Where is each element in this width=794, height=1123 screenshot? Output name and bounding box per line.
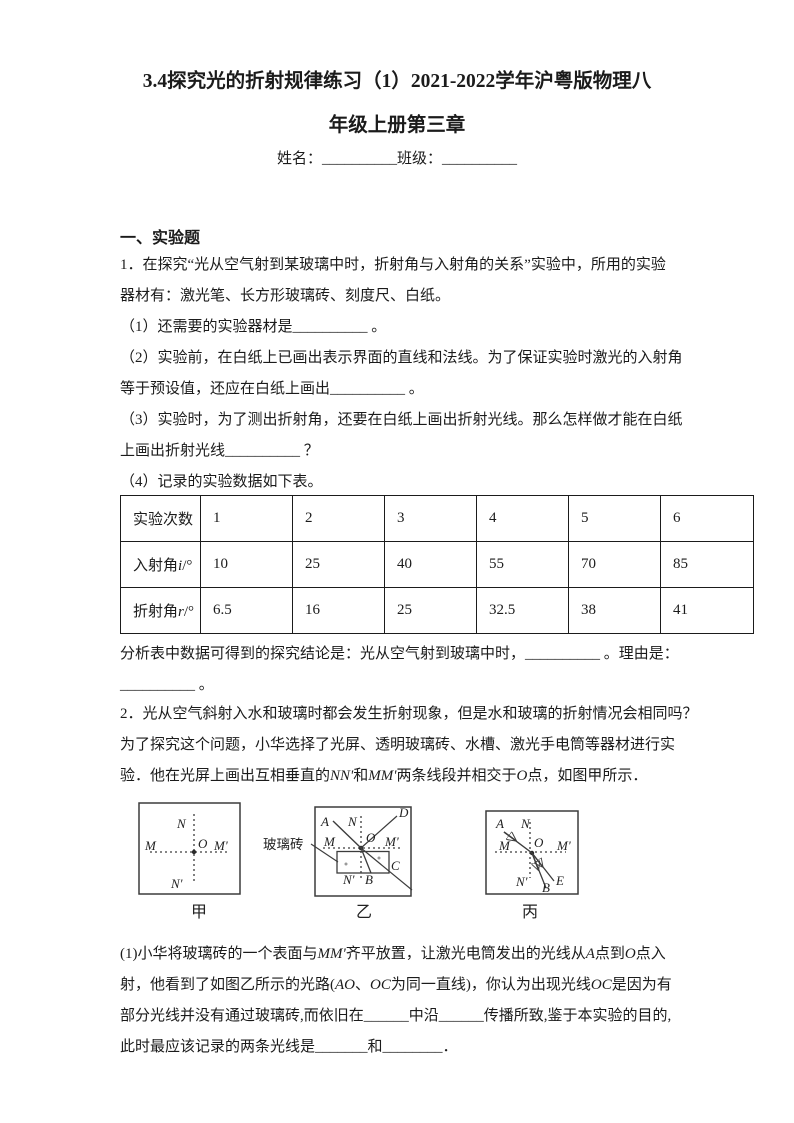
label-M-prime: M' (556, 838, 571, 853)
question-2-line: 验．他在光屏上画出互相垂直的NN'和MM'两条线段并相交于O点，如图甲所示． (120, 768, 648, 784)
glass-brick-label: 玻璃砖 (263, 836, 304, 852)
label-A: A (495, 816, 504, 831)
label-N: N (347, 814, 358, 829)
label-N-prime: N' (342, 872, 355, 887)
figure-bing: A N M O M' N' E B 丙 (485, 810, 579, 921)
table-cell: 1 (200, 495, 293, 542)
label-E: E (555, 873, 564, 888)
question-1-blank-line: 上画出折射光线__________ ？ (120, 443, 319, 459)
question-1-line: （2）实验前，在白纸上已画出表示界面的直线和法线。为了保证实验时激光的入射角 (120, 350, 683, 366)
question-1-line: （3）实验时，为了测出折射角，还要在白纸上画出折射光线。那么怎样做才能在白纸 (120, 412, 683, 428)
table-cell: 5 (568, 495, 661, 542)
ray-OB (531, 852, 547, 889)
table-row-trial: 实验次数 1 2 3 4 5 6 (120, 495, 754, 542)
page-title-line1: 3.4探究光的折射规律练习（1）2021-2022学年沪粤版物理八 (142, 71, 652, 92)
label-M: M (498, 838, 511, 853)
experiment-data-table: 实验次数 1 2 3 4 5 6 入射角i/° 10 25 40 55 70 8… (120, 495, 754, 634)
optics-diagrams: N M O M' N' 甲 玻璃砖 A N D M O (138, 802, 579, 921)
label-N: N (176, 816, 187, 831)
conclusion-blank-line: __________ 。 (120, 677, 214, 693)
label-N-prime: N' (515, 874, 528, 889)
table-cell: 2 (292, 495, 385, 542)
table-cell: 32.5 (476, 587, 569, 634)
figure-jia: N M O M' N' 甲 (138, 802, 241, 921)
table-cell: 10 (200, 541, 293, 588)
label-B: B (365, 872, 373, 887)
question-1-line: 1．在探究“光从空气射到某玻璃中时，折射角与入射角的关系”实验中，所用的实验 (120, 257, 666, 273)
label-M: M (144, 838, 157, 853)
label-O: O (198, 836, 208, 851)
glass-brick-pointer-line (310, 843, 339, 863)
screen-border (138, 802, 241, 895)
question-2-line: 2．光从空气斜射入水和玻璃时都会发生折射现象，但是水和玻璃的折射情况会相同吗？ (120, 706, 698, 722)
screen-border (485, 810, 579, 895)
point-O-dot (191, 849, 197, 855)
label-A: A (320, 814, 329, 829)
label-M-prime: M' (213, 838, 228, 853)
conclusion-line: 分析表中数据可得到的探究结论是：光从空气射到玻璃中时，__________ 。理… (120, 646, 679, 662)
incident-ray-AO (503, 831, 533, 854)
caption-bing: 丙 (522, 904, 538, 921)
question-2-part-1: (1)小华将玻璃砖的一个表面与MM'齐平放置，让激光电筒发出的光线从A点到O点入… (120, 939, 672, 1063)
part-1-line: (1)小华将玻璃砖的一个表面与MM'齐平放置，让激光电筒发出的光线从A点到O点入 (120, 946, 666, 962)
table-row-refraction-angle: 折射角r/° 6.5 16 25 32.5 38 41 (120, 587, 754, 634)
table-cell: 6 (660, 495, 754, 542)
question-1-line: 器材有：激光笔、长方形玻璃砖、刻度尺、白纸。 (120, 288, 451, 304)
question-2-line: 为了探究这个问题，小华选择了光屏、透明玻璃砖、水槽、激光手电筒等器材进行实 (120, 737, 676, 753)
screen-border (314, 806, 412, 897)
reflected-ray-OD (360, 815, 398, 849)
label-N: N (520, 816, 531, 831)
refracted-ray-OB (360, 847, 372, 874)
label-B: B (542, 880, 550, 895)
table-cell: 55 (476, 541, 569, 588)
table-cell: 入射角i/° (120, 541, 201, 588)
ray-OC (360, 847, 413, 891)
ray-OE (531, 852, 555, 882)
table-cell: 25 (384, 587, 477, 634)
caption-yi: 乙 (356, 904, 372, 921)
table-cell: 41 (660, 587, 754, 634)
table-cell: 3 (384, 495, 477, 542)
table-cell: 70 (568, 541, 661, 588)
question-2: 2．光从空气斜射入水和玻璃时都会发生折射现象，但是水和玻璃的折射情况会相同吗？ … (120, 699, 698, 792)
label-O: O (366, 830, 376, 845)
caption-jia: 甲 (191, 904, 207, 921)
table-cell: 4 (476, 495, 569, 542)
question-1-blank-line: 等于预设值，还应在白纸上画出__________ 。 (120, 381, 424, 397)
table-row-incidence-angle: 入射角i/° 10 25 40 55 70 85 (120, 541, 754, 588)
question-1-line: （4）记录的实验数据如下表。 (120, 474, 323, 490)
label-M-prime: M' (384, 834, 399, 849)
question-1: 1．在探究“光从空气射到某玻璃中时，折射角与入射角的关系”实验中，所用的实验 器… (120, 250, 683, 498)
glass-mark (377, 856, 381, 860)
table-cell: 折射角r/° (120, 587, 201, 634)
label-O: O (534, 835, 544, 850)
incident-ray-AO (332, 820, 362, 849)
section-heading: 一、实验题 (120, 230, 201, 247)
name-class-line: 姓名：__________班级：__________ (276, 151, 517, 167)
question-1-blank-line: （1）还需要的实验器材是__________ 。 (120, 319, 387, 335)
label-C: C (391, 858, 400, 873)
table-cell: 85 (660, 541, 754, 588)
part-1-blank-line: 此时最应该记录的两条光线是_______和________． (120, 1039, 458, 1055)
table-cell: 实验次数 (120, 495, 201, 542)
table-cell: 38 (568, 587, 661, 634)
part-1-blank-line: 部分光线并没有通过玻璃砖,而依旧在______中沿______传播所致,鉴于本实… (120, 1008, 672, 1024)
label-M: M (323, 834, 336, 849)
label-N-prime: N' (170, 876, 183, 891)
glass-mark (344, 862, 348, 866)
table-cell: 40 (384, 541, 477, 588)
conclusion-text: 分析表中数据可得到的探究结论是：光从空气射到玻璃中时，__________ 。理… (120, 639, 679, 701)
page-title-line2: 年级上册第三章 (328, 115, 466, 136)
table-cell: 16 (292, 587, 385, 634)
table-cell: 6.5 (200, 587, 293, 634)
figure-yi: 玻璃砖 A N D M O M' C N' B 乙 (263, 805, 413, 921)
part-1-line: 射，他看到了如图乙所示的光路(AO、OC为同一直线)，你认为出现光线OC是因为有 (120, 977, 672, 993)
table-cell: 25 (292, 541, 385, 588)
label-D: D (398, 805, 409, 820)
